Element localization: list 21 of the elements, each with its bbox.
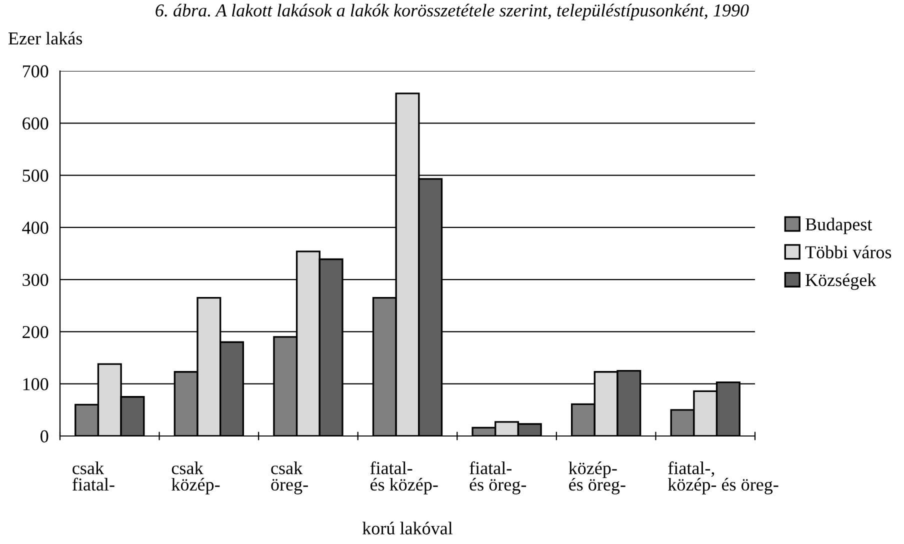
y-tick-label: 500 (22, 170, 48, 182)
y-tick-label: 700 (22, 65, 48, 78)
x-axis-title: korú lakóval (362, 522, 453, 534)
x-tick-label: fiatal-, közép- és öreg- (668, 461, 778, 494)
legend-label: Többi város (805, 246, 892, 258)
y-tick-label: 100 (23, 378, 48, 390)
chart-title: 6. ábra. A lakott lakások a lakók korösszetétele szerint, településtípusonként, 1990 (156, 4, 749, 20)
legend-label: Községek (806, 273, 876, 290)
y-tick-label: 400 (22, 222, 48, 234)
x-tick-label: csak öreg- (271, 462, 308, 494)
y-tick-label: 200 (22, 326, 48, 338)
x-tick-label: csak fiatal- (72, 462, 114, 491)
y-tick-label: 300 (22, 274, 48, 286)
y-tick-label: 0 (40, 430, 48, 442)
x-tick-label: csak közép- (172, 462, 220, 494)
legend-label: Budapest (806, 218, 872, 234)
y-axis-title: Ezer lakás (8, 32, 82, 45)
y-tick-label: 600 (22, 117, 48, 130)
x-tick-label: fiatal- és közép- (370, 461, 438, 494)
x-tick-label: közép- és öreg- (568, 462, 626, 494)
x-tick-label: fiatal- és öreg- (470, 461, 526, 494)
